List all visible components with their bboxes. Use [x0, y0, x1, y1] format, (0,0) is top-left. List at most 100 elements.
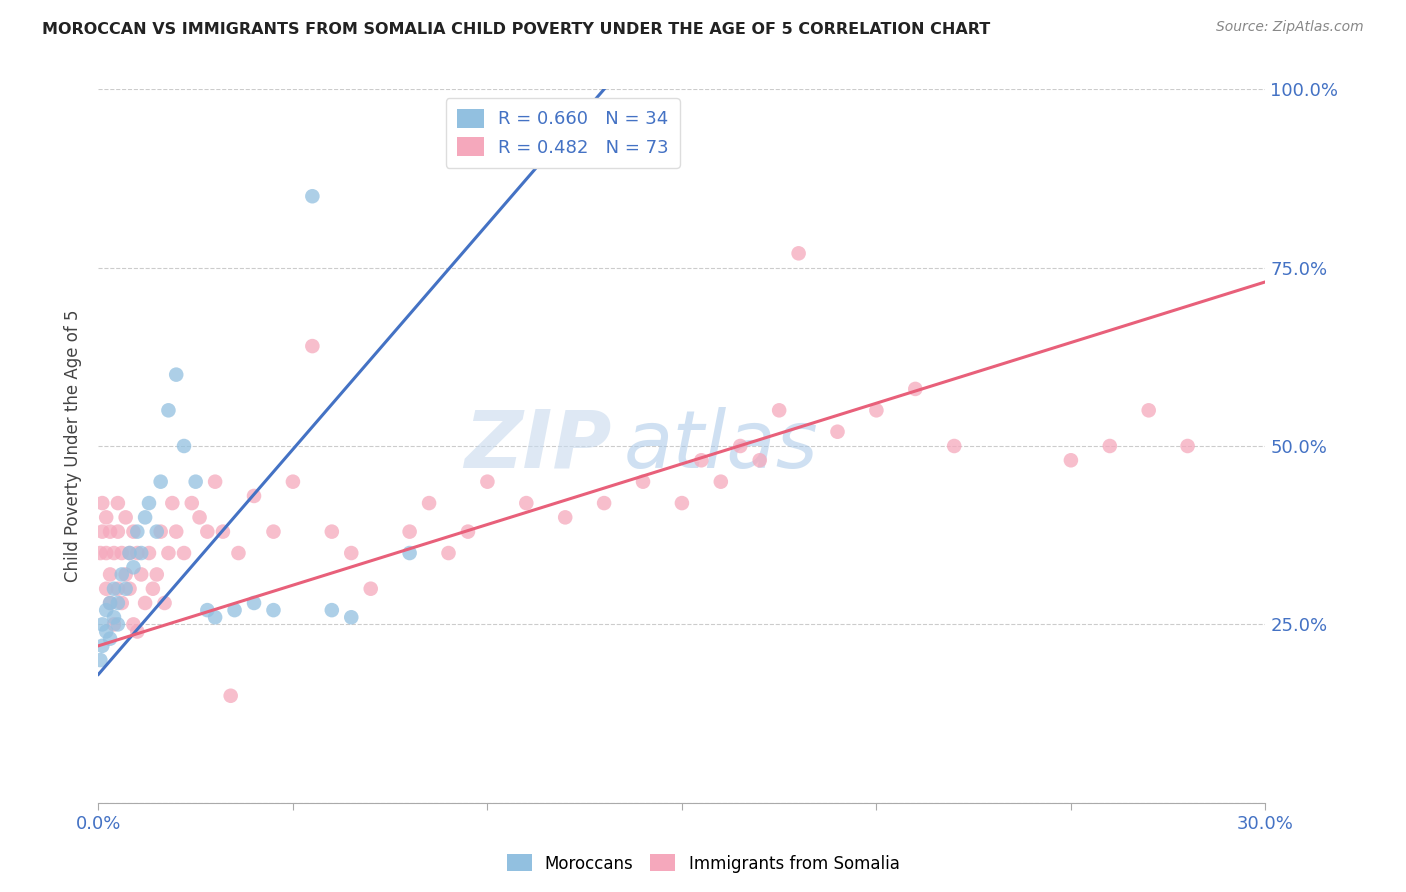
Y-axis label: Child Poverty Under the Age of 5: Child Poverty Under the Age of 5 — [65, 310, 83, 582]
Point — [89, 653, 111, 667]
Point — [149, 524, 172, 539]
Point — [827, 425, 849, 439]
Point — [96, 510, 118, 524]
Point — [127, 546, 149, 560]
Point — [134, 596, 156, 610]
Point — [118, 546, 141, 560]
Point — [477, 475, 499, 489]
Point — [146, 567, 169, 582]
Point — [111, 567, 134, 582]
Point — [690, 453, 713, 467]
Point — [138, 496, 160, 510]
Point — [321, 603, 343, 617]
Point — [1137, 403, 1160, 417]
Point — [103, 546, 125, 560]
Point — [1060, 453, 1083, 467]
Point — [149, 475, 172, 489]
Point — [671, 496, 693, 510]
Point — [457, 524, 479, 539]
Point — [224, 603, 246, 617]
Point — [281, 475, 304, 489]
Point — [107, 524, 129, 539]
Point — [173, 439, 195, 453]
Point — [127, 624, 149, 639]
Text: MOROCCAN VS IMMIGRANTS FROM SOMALIA CHILD POVERTY UNDER THE AGE OF 5 CORRELATION: MOROCCAN VS IMMIGRANTS FROM SOMALIA CHIL… — [42, 22, 990, 37]
Point — [262, 603, 284, 617]
Point — [219, 689, 242, 703]
Point — [118, 546, 141, 560]
Point — [730, 439, 752, 453]
Point — [153, 596, 176, 610]
Point — [1177, 439, 1199, 453]
Point — [188, 510, 211, 524]
Point — [865, 403, 887, 417]
Point — [593, 496, 616, 510]
Point — [142, 582, 165, 596]
Point — [195, 603, 218, 617]
Point — [114, 510, 136, 524]
Point — [243, 596, 266, 610]
Point — [1098, 439, 1121, 453]
Point — [340, 610, 363, 624]
Point — [98, 596, 121, 610]
Point — [943, 439, 966, 453]
Point — [107, 596, 129, 610]
Legend: R = 0.660   N = 34, R = 0.482   N = 73: R = 0.660 N = 34, R = 0.482 N = 73 — [446, 98, 679, 168]
Point — [321, 524, 343, 539]
Point — [904, 382, 927, 396]
Point — [554, 510, 576, 524]
Point — [98, 524, 121, 539]
Point — [184, 475, 207, 489]
Point — [127, 524, 149, 539]
Point — [418, 496, 440, 510]
Point — [114, 567, 136, 582]
Point — [212, 524, 235, 539]
Point — [91, 524, 114, 539]
Point — [122, 617, 145, 632]
Text: atlas: atlas — [624, 407, 818, 485]
Point — [98, 567, 121, 582]
Point — [98, 632, 121, 646]
Point — [165, 524, 187, 539]
Point — [107, 617, 129, 632]
Point — [96, 582, 118, 596]
Point — [398, 524, 420, 539]
Point — [129, 567, 152, 582]
Point — [710, 475, 733, 489]
Point — [631, 475, 654, 489]
Point — [107, 582, 129, 596]
Point — [96, 546, 118, 560]
Point — [515, 496, 537, 510]
Point — [146, 524, 169, 539]
Text: Source: ZipAtlas.com: Source: ZipAtlas.com — [1216, 20, 1364, 34]
Point — [111, 546, 134, 560]
Point — [91, 617, 114, 632]
Point — [111, 596, 134, 610]
Point — [262, 524, 284, 539]
Point — [98, 596, 121, 610]
Point — [437, 546, 460, 560]
Point — [360, 582, 382, 596]
Point — [103, 582, 125, 596]
Text: ZIP: ZIP — [464, 407, 612, 485]
Point — [122, 524, 145, 539]
Point — [301, 189, 323, 203]
Point — [228, 546, 250, 560]
Point — [787, 246, 810, 260]
Point — [118, 582, 141, 596]
Point — [96, 603, 118, 617]
Point — [114, 582, 136, 596]
Point — [91, 496, 114, 510]
Point — [122, 560, 145, 574]
Point — [107, 496, 129, 510]
Point — [138, 546, 160, 560]
Point — [157, 546, 180, 560]
Point — [173, 546, 195, 560]
Point — [398, 546, 420, 560]
Point — [204, 475, 226, 489]
Point — [162, 496, 184, 510]
Point — [301, 339, 323, 353]
Point — [134, 510, 156, 524]
Point — [180, 496, 202, 510]
Point — [340, 546, 363, 560]
